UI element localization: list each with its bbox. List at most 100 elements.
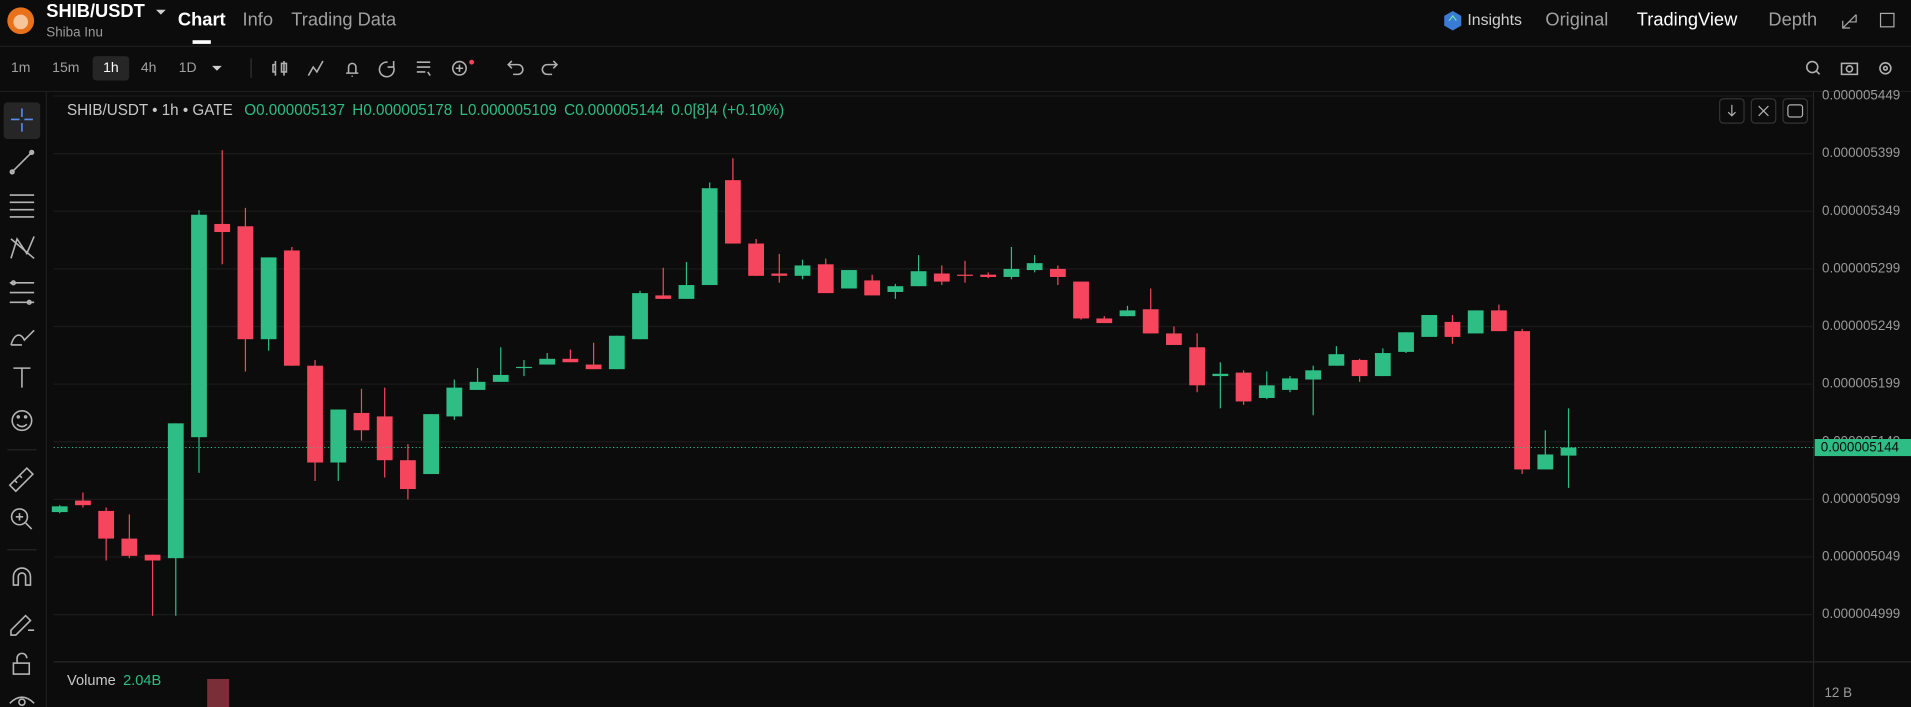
tab[interactable]: Info (243, 9, 273, 30)
drawing-tools-part[interactable] (26, 299, 32, 305)
interval[interactable]: 1D (179, 59, 197, 75)
candle-body (1351, 359, 1368, 377)
chart-controls-part[interactable] (1750, 98, 1777, 124)
chart-legend: SHIB/USDT • 1h • GATE O0.000005137 H0.000… (67, 102, 784, 119)
tab[interactable]: Chart (178, 9, 226, 30)
interval[interactable]: 1h (103, 59, 119, 75)
toolbar-icons-part[interactable] (272, 60, 288, 76)
toolbar-icons-part[interactable] (1845, 65, 1854, 73)
ohlc-value: 0.000005144 (575, 102, 664, 119)
candle-body (376, 416, 393, 461)
symbol[interactable]: SHIB/USDT (46, 0, 144, 21)
y-tick-label: 0.000005299 (1822, 260, 1900, 275)
collapse-icon[interactable] (1842, 14, 1857, 29)
candle-body (353, 412, 370, 431)
candle-body (283, 250, 300, 366)
candle-body (1398, 332, 1414, 352)
toolbar-icons-part[interactable] (1879, 61, 1892, 75)
ohlc-key: H (352, 102, 363, 119)
toolbar-icons-part[interactable] (346, 62, 359, 77)
candle-body (1258, 385, 1275, 398)
y-tick-label: 0.000005399 (1822, 145, 1900, 160)
candle-body (144, 554, 161, 561)
candle-body (51, 506, 68, 513)
drawing-tools-part[interactable] (10, 150, 34, 174)
nav-link[interactable]: Insights (1467, 12, 1522, 29)
toolbar-icons-part[interactable] (307, 60, 324, 76)
drawing-tools-part[interactable] (9, 696, 35, 704)
y-tick-label: 0.000005049 (1822, 549, 1900, 564)
toolbar-icons-part[interactable] (1882, 65, 1889, 71)
drawing-tools-part[interactable] (16, 423, 28, 428)
candles (51, 150, 1577, 616)
candle-body (1467, 310, 1484, 334)
dropdown-caret[interactable] (156, 9, 166, 15)
drawing-tools-part[interactable] (12, 662, 31, 675)
toolbar-icons-part[interactable] (1806, 60, 1819, 74)
drawing-tools-part[interactable] (11, 409, 33, 432)
chart-controls-part[interactable] (1782, 98, 1809, 124)
drawing-tools-part[interactable] (10, 329, 35, 346)
drawing-tools[interactable] (8, 108, 35, 706)
toolbar-icons-part[interactable] (507, 60, 524, 76)
candle-body (330, 409, 347, 463)
toolbar-icons-part[interactable] (416, 61, 431, 77)
chart-controls-part[interactable] (1727, 104, 1736, 117)
tab[interactable]: Trading Data (291, 9, 397, 30)
drawing-tools-part[interactable] (15, 513, 33, 530)
nav-link[interactable]: TradingView (1637, 9, 1738, 30)
chart-controls-part[interactable] (1787, 104, 1804, 118)
toolbar-icons-part[interactable] (455, 64, 464, 72)
drawing-tools-part[interactable] (10, 508, 29, 526)
drawing-tools-part[interactable] (23, 415, 28, 419)
drawing-tools-part[interactable] (10, 280, 17, 286)
interval[interactable]: 4h (141, 59, 157, 75)
chart-controls-part[interactable] (1758, 105, 1769, 117)
drawing-tools-part[interactable] (10, 108, 33, 132)
toolbar-icons-part[interactable] (1840, 62, 1859, 76)
volume-axis-tick: 12 B (1824, 685, 1852, 700)
candle-body (841, 270, 857, 289)
candle-body (1026, 263, 1043, 271)
candle-body (260, 257, 277, 340)
drawing-tools-part[interactable] (12, 567, 32, 586)
ohlc-key: C (564, 102, 575, 119)
drawing-tools-part[interactable] (9, 282, 35, 304)
drawing-tools-part[interactable] (29, 149, 35, 155)
candle-body (864, 280, 881, 296)
nav-link[interactable]: Original (1545, 9, 1608, 30)
drawing-tools-part[interactable] (10, 614, 35, 636)
chart-controls-part[interactable] (1719, 98, 1745, 124)
fullscreen-icon-part[interactable] (1879, 12, 1895, 28)
fullscreen-icon[interactable] (1879, 12, 1895, 28)
candle-body (1282, 378, 1298, 390)
drawing-tools-part[interactable] (8, 466, 35, 493)
y-tick-label: 0.000005099 (1822, 491, 1900, 506)
drawing-tools-part[interactable] (16, 415, 21, 419)
drawing-tools-part[interactable] (10, 236, 35, 260)
toolbar-icons-part[interactable] (378, 60, 395, 78)
drawing-tools-part[interactable] (13, 367, 31, 388)
drawing-tools-part[interactable] (9, 169, 15, 175)
toolbar-icons[interactable] (272, 60, 1892, 78)
nav-link[interactable]: Depth (1768, 9, 1817, 30)
interval-caret[interactable] (212, 65, 222, 71)
candle-body (887, 286, 904, 292)
legend-ohlc: O0.000005137 H0.000005178 L0.000005109 C0.0… (244, 102, 784, 119)
toolbar-icons-part[interactable] (541, 60, 559, 76)
candle-body (1189, 347, 1206, 386)
candle-body (98, 510, 115, 539)
interval[interactable]: 1m (11, 59, 30, 75)
drawing-tools-part[interactable] (18, 698, 26, 706)
candle-body (400, 460, 416, 490)
candle-body (539, 358, 556, 365)
drawing-tools-part[interactable] (16, 652, 28, 664)
ohlc-value: 0.000005178 (363, 102, 452, 119)
collapse-icon-part[interactable] (1842, 14, 1857, 29)
chart-controls[interactable] (1719, 98, 1809, 124)
drawing-tools-part[interactable] (9, 194, 35, 218)
toolbar-icons-part[interactable] (1815, 70, 1821, 75)
toolbar-icons-part[interactable] (451, 60, 467, 76)
interval[interactable]: 15m (52, 59, 79, 75)
